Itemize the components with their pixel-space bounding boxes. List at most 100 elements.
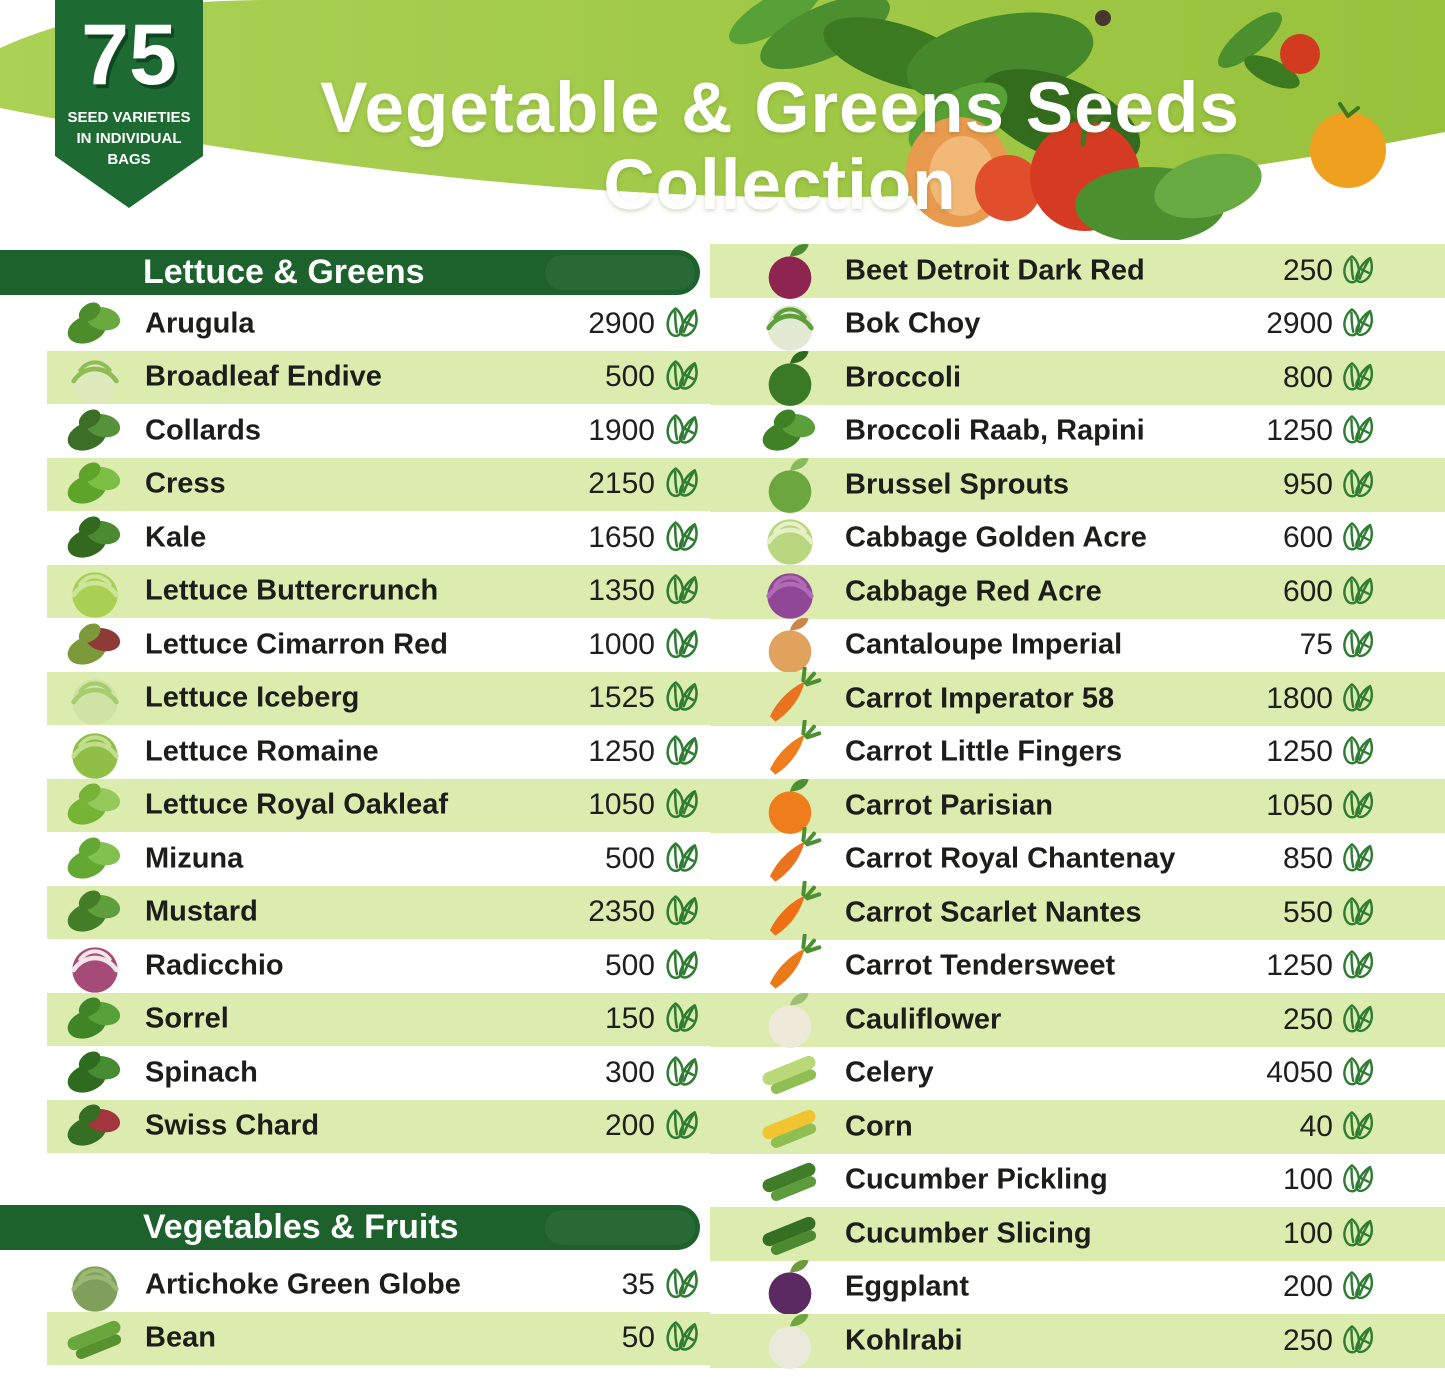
item-seed-count: 1250 xyxy=(1266,949,1333,983)
item-name: Cress xyxy=(145,467,226,500)
item-name: Carrot Imperator 58 xyxy=(845,682,1115,715)
list-item: Arugula 2900 xyxy=(47,297,710,351)
list-item: Artichoke Green Globe 35 xyxy=(47,1258,710,1312)
seed-icon xyxy=(1339,787,1377,825)
item-seed-count: 1250 xyxy=(588,734,655,768)
item-name: Beet Detroit Dark Red xyxy=(845,254,1145,287)
item-name: Lettuce Royal Oakleaf xyxy=(145,788,448,821)
list-item: Spinach 300 xyxy=(47,1046,710,1100)
item-seed-count: 1900 xyxy=(588,413,655,447)
item-seed-count: 40 xyxy=(1299,1109,1333,1143)
list-item: Bean 50 xyxy=(47,1311,710,1365)
item-seed-count: 150 xyxy=(604,1002,655,1036)
seed-varieties-badge: 75 SEED VARIETIES IN INDIVIDUAL BAGS xyxy=(55,0,203,208)
celery-icon xyxy=(752,1041,828,1105)
list-item: Kale 1650 xyxy=(47,511,710,565)
corn-icon xyxy=(752,1095,828,1159)
item-name: Radicchio xyxy=(145,949,284,982)
swiss-chard-icon xyxy=(55,1094,135,1158)
item-seed-count: 250 xyxy=(1282,1323,1333,1357)
radicchio-icon xyxy=(55,934,135,998)
list-item: Bok Choy 2900 xyxy=(710,298,1445,352)
item-name: Artichoke Green Globe xyxy=(145,1268,461,1301)
item-name: Carrot Parisian xyxy=(845,789,1053,822)
item-seed-count: 2900 xyxy=(588,306,655,340)
vegetables-fruits-list-right: Beet Detroit Dark Red 250 Bok Choy 2900 … xyxy=(710,243,1445,1369)
lettuce-romaine-icon xyxy=(55,720,135,784)
item-seed-count: 200 xyxy=(604,1109,655,1143)
sorrel-icon xyxy=(55,987,135,1051)
seed-icon xyxy=(662,1265,702,1305)
carrot-tendersweet-icon xyxy=(752,933,828,998)
cucumber-slicing-icon xyxy=(752,1202,828,1266)
badge-count: 75 xyxy=(81,7,177,103)
list-item: Radicchio 500 xyxy=(47,939,710,993)
item-seed-count: 800 xyxy=(1282,360,1333,394)
seed-icon xyxy=(662,304,702,344)
collards-icon xyxy=(55,399,135,463)
badge-text-line3: BAGS xyxy=(107,151,151,168)
list-item: Carrot Little Fingers 1250 xyxy=(710,719,1445,780)
seed-icon xyxy=(1339,412,1377,450)
seed-icon xyxy=(1339,626,1377,664)
arugula-icon xyxy=(55,292,135,356)
item-name: Eggplant xyxy=(845,1270,970,1303)
item-name: Cucumber Slicing xyxy=(845,1217,1092,1250)
seed-icon xyxy=(662,946,702,986)
artichoke-icon xyxy=(55,1253,135,1317)
item-name: Kale xyxy=(145,521,207,554)
item-seed-count: 250 xyxy=(1282,253,1333,287)
lettuce-cimarron-red-icon xyxy=(55,613,135,677)
list-item: Broccoli Raab, Rapini 1250 xyxy=(710,405,1445,459)
item-name: Broadleaf Endive xyxy=(145,360,382,393)
item-seed-count: 200 xyxy=(1282,1270,1333,1304)
page-title-line2: Collection xyxy=(603,145,957,225)
seed-icon xyxy=(1339,840,1377,878)
lettuce-greens-list: Arugula 2900 Broadleaf Endive 500 Collar… xyxy=(47,297,710,1153)
item-name: Sorrel xyxy=(145,1002,229,1035)
list-item: Carrot Scarlet Nantes 550 xyxy=(710,880,1445,940)
brussel-sprouts-icon xyxy=(752,453,828,517)
list-item: Beet Detroit Dark Red 250 xyxy=(710,243,1445,299)
seed-icon xyxy=(662,464,702,504)
item-seed-count: 850 xyxy=(1282,842,1333,876)
section-header-lettuce-greens: Lettuce & Greens xyxy=(0,250,700,295)
item-name: Cabbage Golden Acre xyxy=(845,521,1147,554)
mustard-icon xyxy=(55,880,135,944)
badge-text-line1: SEED VARIETIES xyxy=(67,109,191,126)
list-item: Kohlrabi 250 xyxy=(710,1313,1445,1369)
item-seed-count: 2900 xyxy=(1266,307,1333,341)
item-seed-count: 250 xyxy=(1282,1002,1333,1036)
item-name: Spinach xyxy=(145,1056,258,1089)
seed-icon xyxy=(1339,1268,1377,1306)
cabbage-red-acre-icon xyxy=(752,560,828,624)
header-banner: 75 SEED VARIETIES IN INDIVIDUAL BAGS Veg… xyxy=(0,0,1445,240)
item-name: Swiss Chard xyxy=(145,1109,320,1142)
bean-icon xyxy=(55,1306,135,1370)
bok-choy-icon xyxy=(752,292,828,356)
item-name: Bok Choy xyxy=(845,307,981,340)
item-name: Mustard xyxy=(145,895,258,928)
list-item: Broccoli 800 xyxy=(710,350,1445,406)
item-seed-count: 600 xyxy=(1282,521,1333,555)
list-item: Sorrel 150 xyxy=(47,992,710,1046)
page-title: Vegetable & Greens Seeds Collection xyxy=(290,70,1270,224)
item-seed-count: 100 xyxy=(1282,1216,1333,1250)
spinach-icon xyxy=(55,1041,135,1105)
seed-icon xyxy=(1339,1054,1377,1092)
seed-icon xyxy=(662,1053,702,1093)
section-header-label: Lettuce & Greens xyxy=(143,253,425,291)
item-seed-count: 50 xyxy=(621,1321,655,1355)
broadleaf-endive-icon xyxy=(55,345,135,409)
list-item: Cress 2150 xyxy=(47,457,710,511)
list-item: Cucumber Slicing 100 xyxy=(710,1207,1445,1261)
seed-icon xyxy=(662,1106,702,1146)
seed-icon xyxy=(662,732,702,772)
item-seed-count: 1525 xyxy=(588,681,655,715)
list-item: Lettuce Romaine 1250 xyxy=(47,725,710,779)
section-header-vegetables-fruits: Vegetables & Fruits xyxy=(0,1205,700,1250)
item-name: Cantaloupe Imperial xyxy=(845,628,1123,661)
item-seed-count: 75 xyxy=(1299,628,1333,662)
list-item: Carrot Tendersweet 1250 xyxy=(710,933,1445,994)
